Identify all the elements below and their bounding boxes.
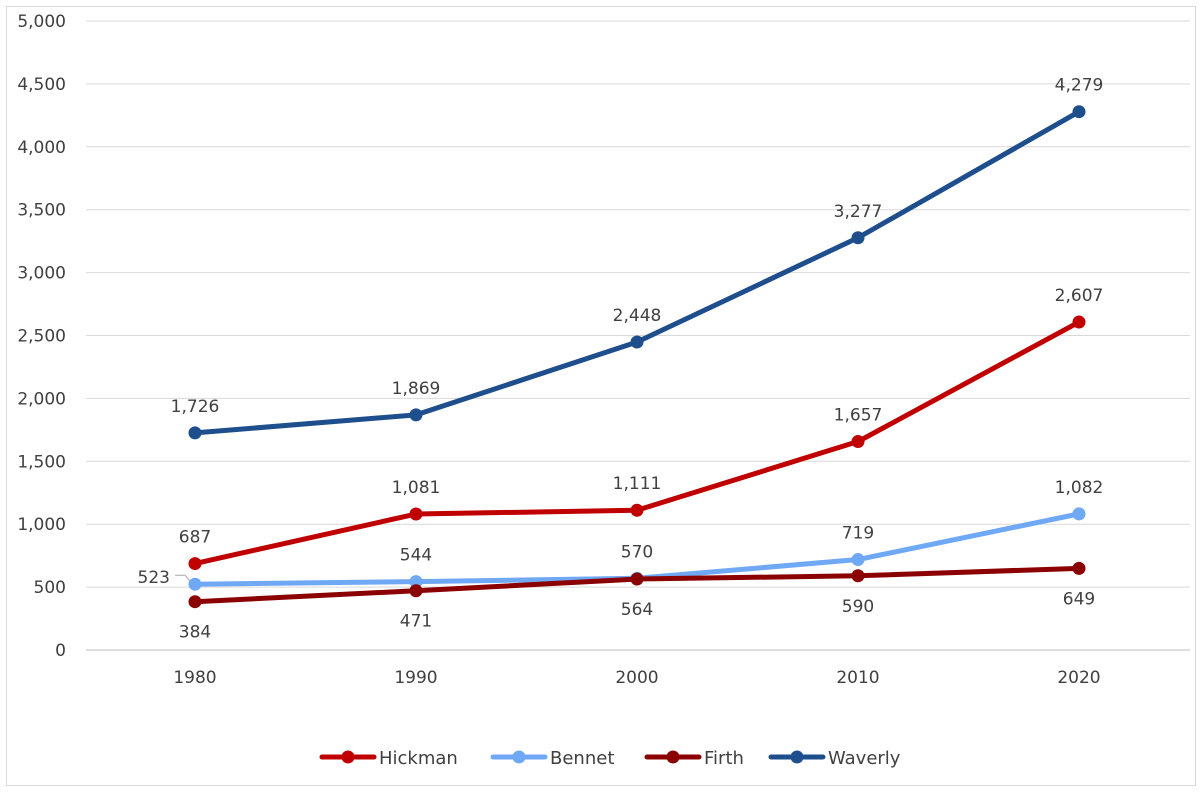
legend-marker-firth bbox=[666, 750, 680, 764]
data-point-waverly bbox=[409, 408, 423, 422]
gridlines bbox=[86, 20, 1190, 651]
data-point-hickman bbox=[409, 507, 423, 521]
y-tick-label: 1,000 bbox=[17, 515, 66, 535]
data-label-firth: 564 bbox=[621, 600, 653, 620]
data-label-waverly: 1,869 bbox=[392, 379, 441, 399]
data-point-hickman bbox=[1072, 315, 1086, 329]
data-point-hickman bbox=[851, 435, 865, 449]
series-hickman bbox=[188, 315, 1086, 571]
data-label-bennet: 1,082 bbox=[1055, 478, 1104, 498]
x-axis-ticks: 1980 1990 2000 2010 2020 bbox=[173, 668, 1100, 688]
legend-item-bennet: Bennet bbox=[490, 748, 614, 769]
legend-label-hickman: Hickman bbox=[379, 748, 458, 769]
data-point-waverly bbox=[851, 231, 865, 245]
legend-label-bennet: Bennet bbox=[550, 748, 614, 769]
y-tick-label: 4,000 bbox=[17, 138, 66, 158]
data-label-hickman: 687 bbox=[179, 528, 211, 548]
chart-frame bbox=[6, 6, 1196, 786]
label-leader-line bbox=[175, 574, 191, 582]
data-point-bennet bbox=[1072, 507, 1086, 521]
legend-label-firth: Firth bbox=[704, 748, 744, 769]
data-point-firth bbox=[188, 595, 202, 609]
legend-marker-waverly bbox=[790, 750, 804, 764]
data-point-firth bbox=[630, 572, 644, 586]
x-tick-label: 2010 bbox=[836, 668, 879, 688]
series-firth bbox=[188, 561, 1086, 609]
data-label-hickman: 1,081 bbox=[392, 478, 441, 498]
data-label-bennet: 523 bbox=[138, 568, 170, 588]
y-tick-label: 500 bbox=[34, 578, 66, 598]
data-label-firth: 384 bbox=[179, 623, 211, 643]
series-line-hickman bbox=[192, 319, 1082, 567]
data-point-firth bbox=[851, 569, 865, 583]
y-tick-label: 3,500 bbox=[17, 201, 66, 221]
y-tick-label: 4,500 bbox=[17, 75, 66, 95]
data-point-waverly bbox=[1072, 105, 1086, 119]
data-label-firth: 590 bbox=[842, 597, 874, 617]
x-tick-label: 1980 bbox=[173, 668, 216, 688]
legend-item-waverly: Waverly bbox=[768, 748, 901, 769]
data-point-bennet bbox=[851, 553, 865, 567]
y-tick-label: 3,000 bbox=[17, 264, 66, 284]
data-label-waverly: 3,277 bbox=[834, 202, 883, 222]
y-axis-ticks: 0 500 1,000 1,500 2,000 2,500 3,000 3,500 4,000 4… bbox=[17, 12, 66, 661]
data-label-waverly: 4,279 bbox=[1055, 76, 1104, 96]
legend-item-hickman: Hickman bbox=[319, 748, 458, 769]
data-label-hickman: 1,111 bbox=[613, 474, 662, 494]
legend: Hickman Bennet Firth Waverly bbox=[319, 748, 901, 769]
data-point-bennet bbox=[188, 577, 202, 591]
data-label-hickman: 2,607 bbox=[1055, 286, 1104, 306]
data-point-hickman bbox=[188, 557, 202, 571]
y-tick-label: 1,500 bbox=[17, 452, 66, 472]
data-label-bennet: 544 bbox=[400, 546, 432, 566]
legend-item-firth: Firth bbox=[644, 748, 744, 769]
data-label-waverly: 2,448 bbox=[613, 306, 662, 326]
y-tick-label: 2,000 bbox=[17, 389, 66, 409]
data-label-hickman: 1,657 bbox=[834, 406, 883, 426]
data-label-bennet: 719 bbox=[842, 524, 874, 544]
x-tick-label: 2020 bbox=[1057, 668, 1100, 688]
data-label-waverly: 1,726 bbox=[171, 397, 220, 417]
data-point-bennet bbox=[409, 575, 423, 589]
legend-marker-bennet bbox=[512, 750, 526, 764]
x-tick-label: 2000 bbox=[615, 668, 658, 688]
legend-marker-hickman bbox=[341, 750, 355, 764]
series-lines bbox=[188, 105, 1086, 609]
data-point-hickman bbox=[630, 503, 644, 517]
data-point-waverly bbox=[188, 426, 202, 440]
data-point-firth bbox=[409, 584, 423, 598]
y-tick-label: 5,000 bbox=[17, 12, 66, 32]
data-label-firth: 649 bbox=[1063, 589, 1095, 609]
series-waverly bbox=[188, 105, 1086, 440]
data-point-firth bbox=[1072, 561, 1086, 575]
data-point-waverly bbox=[630, 335, 644, 349]
data-labels: 687 1,081 1,111 1,657 2,607 523 544 570 719 1,082… bbox=[138, 76, 1104, 643]
x-tick-label: 1990 bbox=[394, 668, 437, 688]
legend-label-waverly: Waverly bbox=[828, 748, 901, 769]
data-label-bennet: 570 bbox=[621, 542, 653, 562]
y-tick-label: 0 bbox=[55, 641, 66, 661]
data-label-firth: 471 bbox=[400, 612, 432, 632]
y-tick-label: 2,500 bbox=[17, 327, 66, 347]
